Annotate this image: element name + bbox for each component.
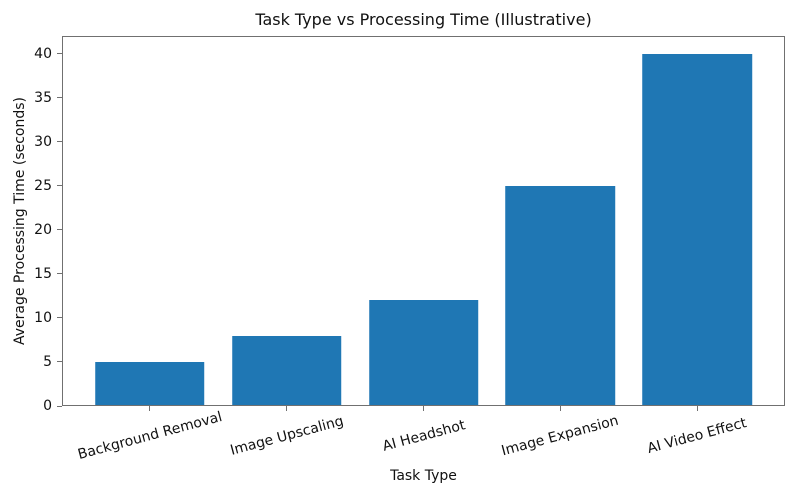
x-tick-mark xyxy=(423,406,424,411)
x-tick-mark xyxy=(559,406,561,411)
x-tick-label: Image Expansion xyxy=(500,412,621,460)
chart-title: Task Type vs Processing Time (Illustrati… xyxy=(255,10,592,29)
x-axis-label: Task Type xyxy=(390,468,457,484)
x-tick-label: AI Video Effect xyxy=(645,415,749,457)
y-tick-label: 35 xyxy=(34,89,52,106)
y-tick-label: 10 xyxy=(34,309,52,326)
bar-image-upscaling xyxy=(231,335,342,406)
x-tick-mark xyxy=(149,406,151,411)
y-tick-mark xyxy=(57,273,62,275)
y-tick-mark xyxy=(57,185,62,187)
y-tick-mark xyxy=(57,317,62,319)
y-tick-mark xyxy=(57,97,62,99)
x-tick-label: Image Upscaling xyxy=(228,413,345,459)
y-tick-label: 30 xyxy=(34,133,52,150)
y-tick-mark xyxy=(57,141,62,143)
y-tick-mark xyxy=(57,361,62,363)
y-tick-label: 20 xyxy=(34,221,52,238)
bar-ai-headshot xyxy=(368,300,479,406)
bar-ai-video-effect xyxy=(642,53,753,406)
y-tick-mark xyxy=(57,53,62,55)
bar-image-expansion xyxy=(505,185,616,406)
y-axis-label: Average Processing Time (seconds) xyxy=(12,96,28,346)
y-tick-label: 5 xyxy=(43,353,52,370)
y-tick-label: 15 xyxy=(34,265,52,282)
y-tick-label: 0 xyxy=(43,398,52,414)
y-tick-mark xyxy=(57,229,62,231)
bar-background-removal xyxy=(94,361,205,406)
x-tick-label: Background Removal xyxy=(75,409,224,463)
y-tick-label: 25 xyxy=(34,177,52,194)
y-tick-mark xyxy=(57,405,62,407)
x-tick-mark xyxy=(696,406,698,411)
y-tick-label: 40 xyxy=(34,45,52,62)
x-tick-label: AI Headshot xyxy=(380,417,467,455)
plot-area: 0 5 10 15 20 25 30 35 40 Background Removal Image… xyxy=(34,36,785,463)
x-tick-mark xyxy=(286,406,288,411)
